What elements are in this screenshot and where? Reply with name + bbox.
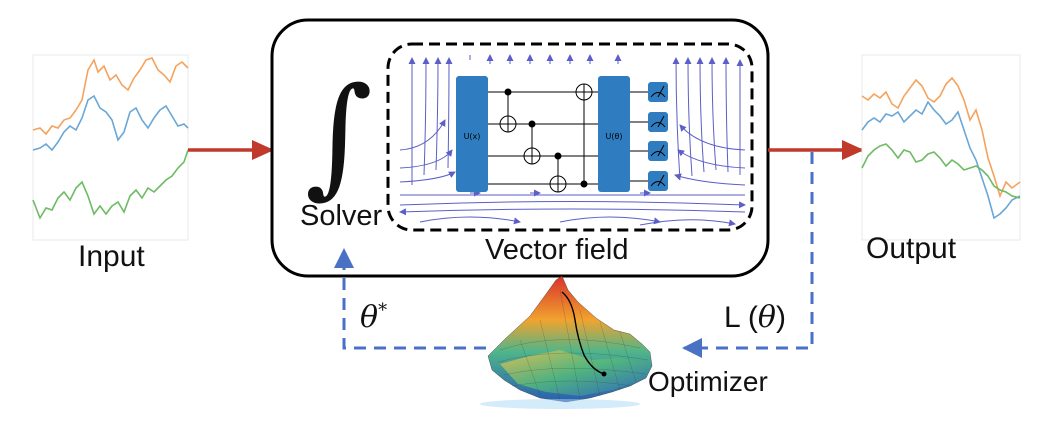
loss-feedback-path xyxy=(682,152,814,358)
loss-theta: θ xyxy=(757,300,776,335)
loss-prefix: L ( xyxy=(724,301,758,334)
variational-gate-label: U(θ) xyxy=(606,132,623,141)
star-superscript: * xyxy=(378,300,388,321)
output-series-orange xyxy=(861,76,1021,199)
optimal-parameters-label: θ* xyxy=(360,300,387,335)
loss-function-label: L (θ) xyxy=(724,300,786,335)
optimizer-label: Optimizer xyxy=(648,366,768,397)
input-series-orange xyxy=(32,57,189,136)
input-series-blue xyxy=(32,94,189,152)
vector-field-label: Vector field xyxy=(485,234,629,266)
output-label: Output xyxy=(866,232,957,265)
integral-symbol: ∫ xyxy=(305,59,373,211)
output-series-green xyxy=(861,143,1021,199)
cnot-gates xyxy=(499,83,593,193)
solver-label: Solver xyxy=(300,200,383,232)
encoding-gate-label: U(x) xyxy=(464,132,481,141)
vector-field-box xyxy=(386,42,754,232)
input-timeseries-plot xyxy=(32,54,189,241)
optimization-trajectory xyxy=(561,291,605,375)
loss-suffix: ) xyxy=(775,301,786,334)
quantum-circuit: U(x) U(θ) xyxy=(456,76,668,193)
vector-field-streamlines xyxy=(399,54,746,227)
input-label: Input xyxy=(78,240,145,273)
encoding-gate-ux xyxy=(456,76,488,192)
input-series-green xyxy=(32,149,189,220)
measurement-gates xyxy=(648,82,668,191)
theta-symbol: θ xyxy=(360,300,379,335)
loss-landscape-image xyxy=(480,275,653,409)
feedback-loop xyxy=(334,152,814,358)
output-series-blue xyxy=(861,100,1021,220)
output-timeseries-plot xyxy=(861,54,1021,241)
parameter-update-path xyxy=(334,248,486,350)
variational-gate-utheta xyxy=(598,76,630,192)
